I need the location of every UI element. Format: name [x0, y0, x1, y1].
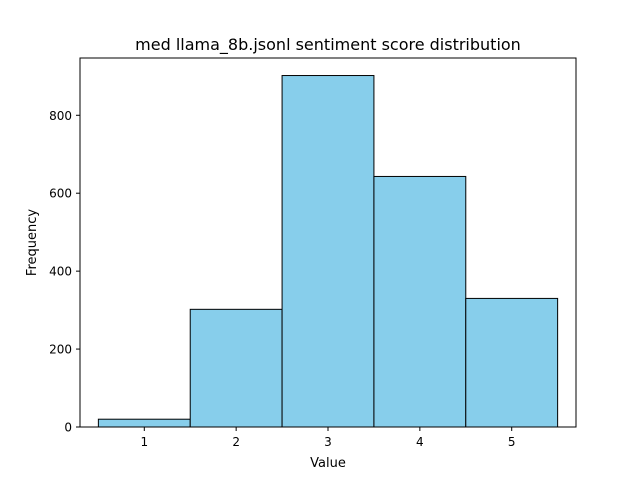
- x-tick-label: 1: [140, 435, 148, 449]
- bars-group: [97, 75, 559, 428]
- y-tick-label: 400: [49, 265, 72, 279]
- y-tick-label: 200: [49, 343, 72, 357]
- x-tick-label: 3: [324, 435, 332, 449]
- bar-2: [189, 308, 283, 428]
- y-tick-label: 800: [49, 109, 72, 123]
- bar-3: [281, 75, 375, 428]
- y-tick-label: 0: [64, 421, 72, 435]
- bar-1: [97, 418, 191, 428]
- bar-4: [373, 175, 467, 428]
- x-axis-label: Value: [310, 456, 346, 471]
- y-tick-label: 600: [49, 187, 72, 201]
- y-axis: 0 200 400 600 800: [49, 109, 80, 435]
- x-axis: 1 2 3 4 5: [140, 427, 516, 449]
- bar-5: [465, 297, 559, 428]
- x-tick-label: 5: [508, 435, 516, 449]
- x-tick-label: 2: [232, 435, 240, 449]
- x-tick-label: 4: [416, 435, 424, 449]
- chart-title: med llama_8b.jsonl sentiment score distr…: [135, 35, 521, 55]
- y-axis-label: Frequency: [25, 209, 40, 276]
